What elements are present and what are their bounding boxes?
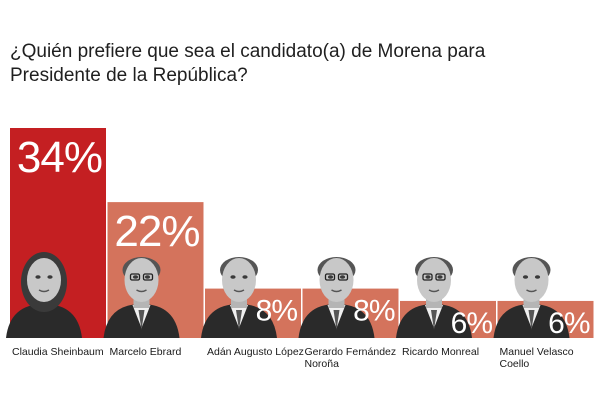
candidate-name: Noroña [305,358,340,370]
bar-value-label: 6% [548,307,590,340]
bar-value-label: 22% [114,207,199,256]
candidate-portrait [396,257,472,338]
bar-value-label: 6% [451,307,493,340]
bar-value-label: 34% [17,133,102,182]
candidate-name: Coello [500,358,530,370]
candidate-name: Adán Augusto López [207,346,304,358]
candidate-portrait [201,257,277,338]
chart-title: ¿Quién prefiere que sea el candidato(a) … [10,41,486,86]
candidate-portrait [103,257,180,338]
candidate-portrait [298,257,375,338]
bar-value-label: 8% [353,295,395,328]
candidate-name: Gerardo Fernández [305,346,397,358]
candidate-name: Ricardo Monreal [402,346,479,358]
candidate-name: Marcelo Ebrard [110,346,182,358]
candidate-portrait [6,252,82,338]
candidate-name: Manuel Velasco [500,346,574,358]
candidate-name: Claudia Sheinbaum [12,346,104,358]
bar-value-label: 8% [256,295,298,328]
candidate-portrait [493,257,570,338]
